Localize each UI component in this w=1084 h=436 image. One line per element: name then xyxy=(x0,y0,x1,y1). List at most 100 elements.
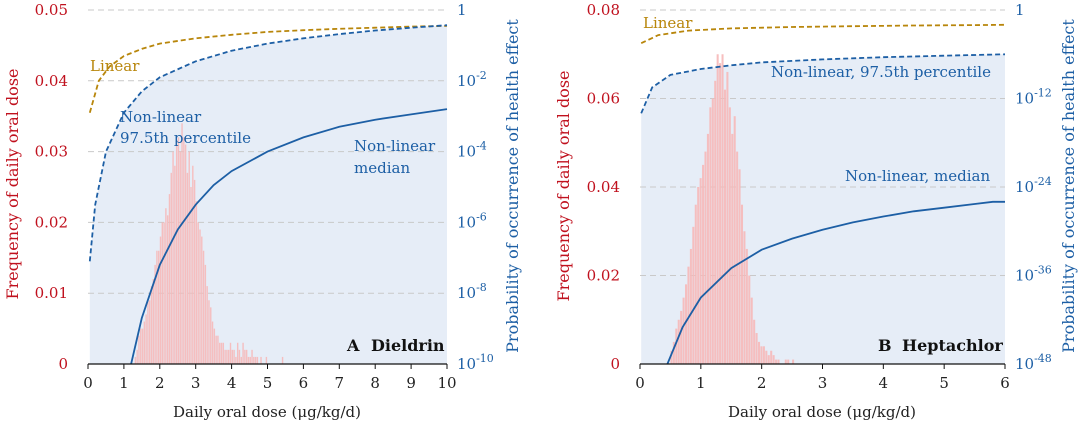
panel-a-histogram-bar xyxy=(188,151,190,364)
panel-a-histogram-bar xyxy=(208,300,210,364)
panel-b-histogram-bar xyxy=(694,204,697,364)
panel-a-histogram-bar xyxy=(199,229,201,364)
panel-a-x-tick-label: 1 xyxy=(119,374,129,392)
panel-b-x-tick-label: 3 xyxy=(818,374,828,392)
panel-b-histogram-bar xyxy=(731,133,734,364)
panel-b-left-tick-label: 0.04 xyxy=(587,178,620,196)
panel-b-left-tick-label: 0.02 xyxy=(587,267,620,285)
panel-a-right-tick-label: 10-4 xyxy=(457,140,487,161)
panel-a-histogram-bar xyxy=(168,194,171,364)
panel-b-histogram-bar xyxy=(765,350,768,364)
panel-b-x-tick-label: 0 xyxy=(635,374,645,392)
panel-a-histogram-bar xyxy=(224,349,226,364)
panel-b-histogram-bar xyxy=(711,98,714,364)
panel-a-right-ticks: 1 10-2 10-4 10-6 10-8 10-10 xyxy=(457,1,494,373)
panel-a-median-label-1: Non-linear xyxy=(354,137,436,155)
panel-a-histogram xyxy=(134,123,284,364)
panel-a-histogram-bar xyxy=(177,137,180,364)
panel-a-histogram-bar xyxy=(204,264,207,364)
panel-b-histogram-bar xyxy=(740,204,744,364)
panel-a-histogram-bar xyxy=(256,356,259,364)
panel-b-histogram-bar xyxy=(685,284,688,364)
panel-b-histogram-bar xyxy=(792,359,795,364)
panel-a-histogram-bar xyxy=(145,314,147,364)
panel-b-975-label: Non-linear, 97.5th percentile xyxy=(771,63,991,81)
panel-a-histogram-bar xyxy=(197,222,199,364)
panel-a-histogram-bar xyxy=(136,349,138,364)
panel-a-histogram-bar xyxy=(231,349,233,364)
panel-a-histogram-bar xyxy=(244,349,246,364)
panel-b-histogram-bar xyxy=(716,54,719,364)
panel-a-left-tick-label: 0.02 xyxy=(35,213,68,231)
panel-a-975-label-2: 97.5th percentile xyxy=(120,129,251,147)
panel-a-histogram-bar xyxy=(193,179,196,364)
panel-a-histogram-bar xyxy=(159,236,162,364)
panel-a-histogram-bar xyxy=(172,151,174,364)
panel-a-letter: A xyxy=(346,336,360,355)
panel-b-histogram-bar xyxy=(670,350,673,364)
panel-a-histogram-bar xyxy=(226,349,228,364)
panel-b-linear-line xyxy=(640,23,1006,45)
panel-a-histogram-bar xyxy=(242,342,244,364)
panel-a-title: Dieldrin xyxy=(371,336,445,355)
panel-b-histogram-bar xyxy=(728,107,731,364)
panel-a-histogram-bar xyxy=(265,356,268,364)
panel-b-histogram-bar xyxy=(680,310,683,364)
panel-b-histogram-bar xyxy=(770,350,773,364)
panel-a-histogram-bar xyxy=(210,307,212,364)
panel-a-left-y-label: Frequency of daily oral dose xyxy=(3,69,22,300)
panel-a-x-tick-label: 3 xyxy=(191,374,201,392)
panel-a-histogram-bar xyxy=(247,356,250,364)
panel-a-linear-line xyxy=(88,25,448,113)
panel-a-histogram-bar xyxy=(220,342,223,364)
panel-a-histogram-bar xyxy=(213,328,216,364)
panel-a-histogram-bar xyxy=(149,300,151,364)
panel-b-histogram-bar xyxy=(726,71,729,364)
panel-b-histogram-bar xyxy=(745,248,748,364)
panel-a-histogram-bar xyxy=(147,300,149,364)
panel-a-right-tick-label: 1 xyxy=(457,1,467,19)
panel-b-x-label: Daily oral dose (μg/kg/d) xyxy=(728,403,916,421)
panel-a-histogram-bar xyxy=(141,328,144,364)
panel-b-right-tick-label: 10-48 xyxy=(1015,352,1052,373)
panel-a-nonlinear-median-line xyxy=(130,108,448,365)
panel-a-histogram-bar xyxy=(201,236,203,364)
panel-a-left-tick-label: 0.01 xyxy=(35,284,68,302)
panel-a-histogram-bar xyxy=(150,286,153,364)
panel-b-histogram-bar xyxy=(672,341,675,364)
panel-b-histogram-bar xyxy=(775,359,778,364)
panel-b-histogram-bar xyxy=(682,297,685,364)
panel-a-x-tick-label: 7 xyxy=(335,374,345,392)
panel-a-histogram-bar xyxy=(190,187,192,364)
panel-a-x-tick-label: 6 xyxy=(299,374,309,392)
panel-a-right-y-label: Probability of occurrence of health effe… xyxy=(503,19,522,353)
panel-b-left-tick-label: 0 xyxy=(610,355,620,373)
panel-a-median-label-2: median xyxy=(354,159,410,177)
panel-a-histogram-bar xyxy=(161,222,163,364)
panel-b-left-tick-label: 0.08 xyxy=(587,1,620,19)
panel-a-right-tick-label: 10-2 xyxy=(457,69,487,90)
panel-a-histogram-bar xyxy=(134,356,137,364)
panel-b-histogram-bar xyxy=(753,319,756,364)
panel-a-dieldrin: 0 1 2 3 4 5 6 7 8 9 10 0 0.01 0.02 0.03 0.04 0.05 1 10-2… xyxy=(3,1,522,421)
panel-b-nonlinear-median-line xyxy=(666,200,1005,365)
panel-a-histogram-bar xyxy=(235,356,237,364)
panel-a-right-tick-label: 10-8 xyxy=(457,281,487,302)
panel-a-histogram-bar xyxy=(211,321,214,364)
panel-a-histogram-bar xyxy=(163,222,165,364)
panel-a-x-tick-label: 5 xyxy=(263,374,273,392)
panel-b-letter: B xyxy=(878,336,892,355)
panel-b-histogram-bar xyxy=(758,341,761,364)
panel-b-histogram-bar xyxy=(723,89,726,365)
panel-a-histogram-bar xyxy=(281,356,284,364)
panel-b-histogram-bar xyxy=(675,328,678,364)
panel-b-title: Heptachlor xyxy=(902,336,1003,355)
panel-b-x-ticks: 0 1 2 3 4 5 6 xyxy=(635,364,1010,392)
panel-b-histogram-bar xyxy=(787,359,790,364)
panel-b-right-tick-label: 1 xyxy=(1015,1,1025,19)
panel-a-histogram-bar xyxy=(202,250,205,364)
panel-b-histogram-bar xyxy=(755,333,758,364)
panel-a-histogram-bar xyxy=(165,208,167,364)
panel-b-histogram-bar xyxy=(762,346,765,364)
panel-a-x-tick-label: 10 xyxy=(437,374,456,392)
